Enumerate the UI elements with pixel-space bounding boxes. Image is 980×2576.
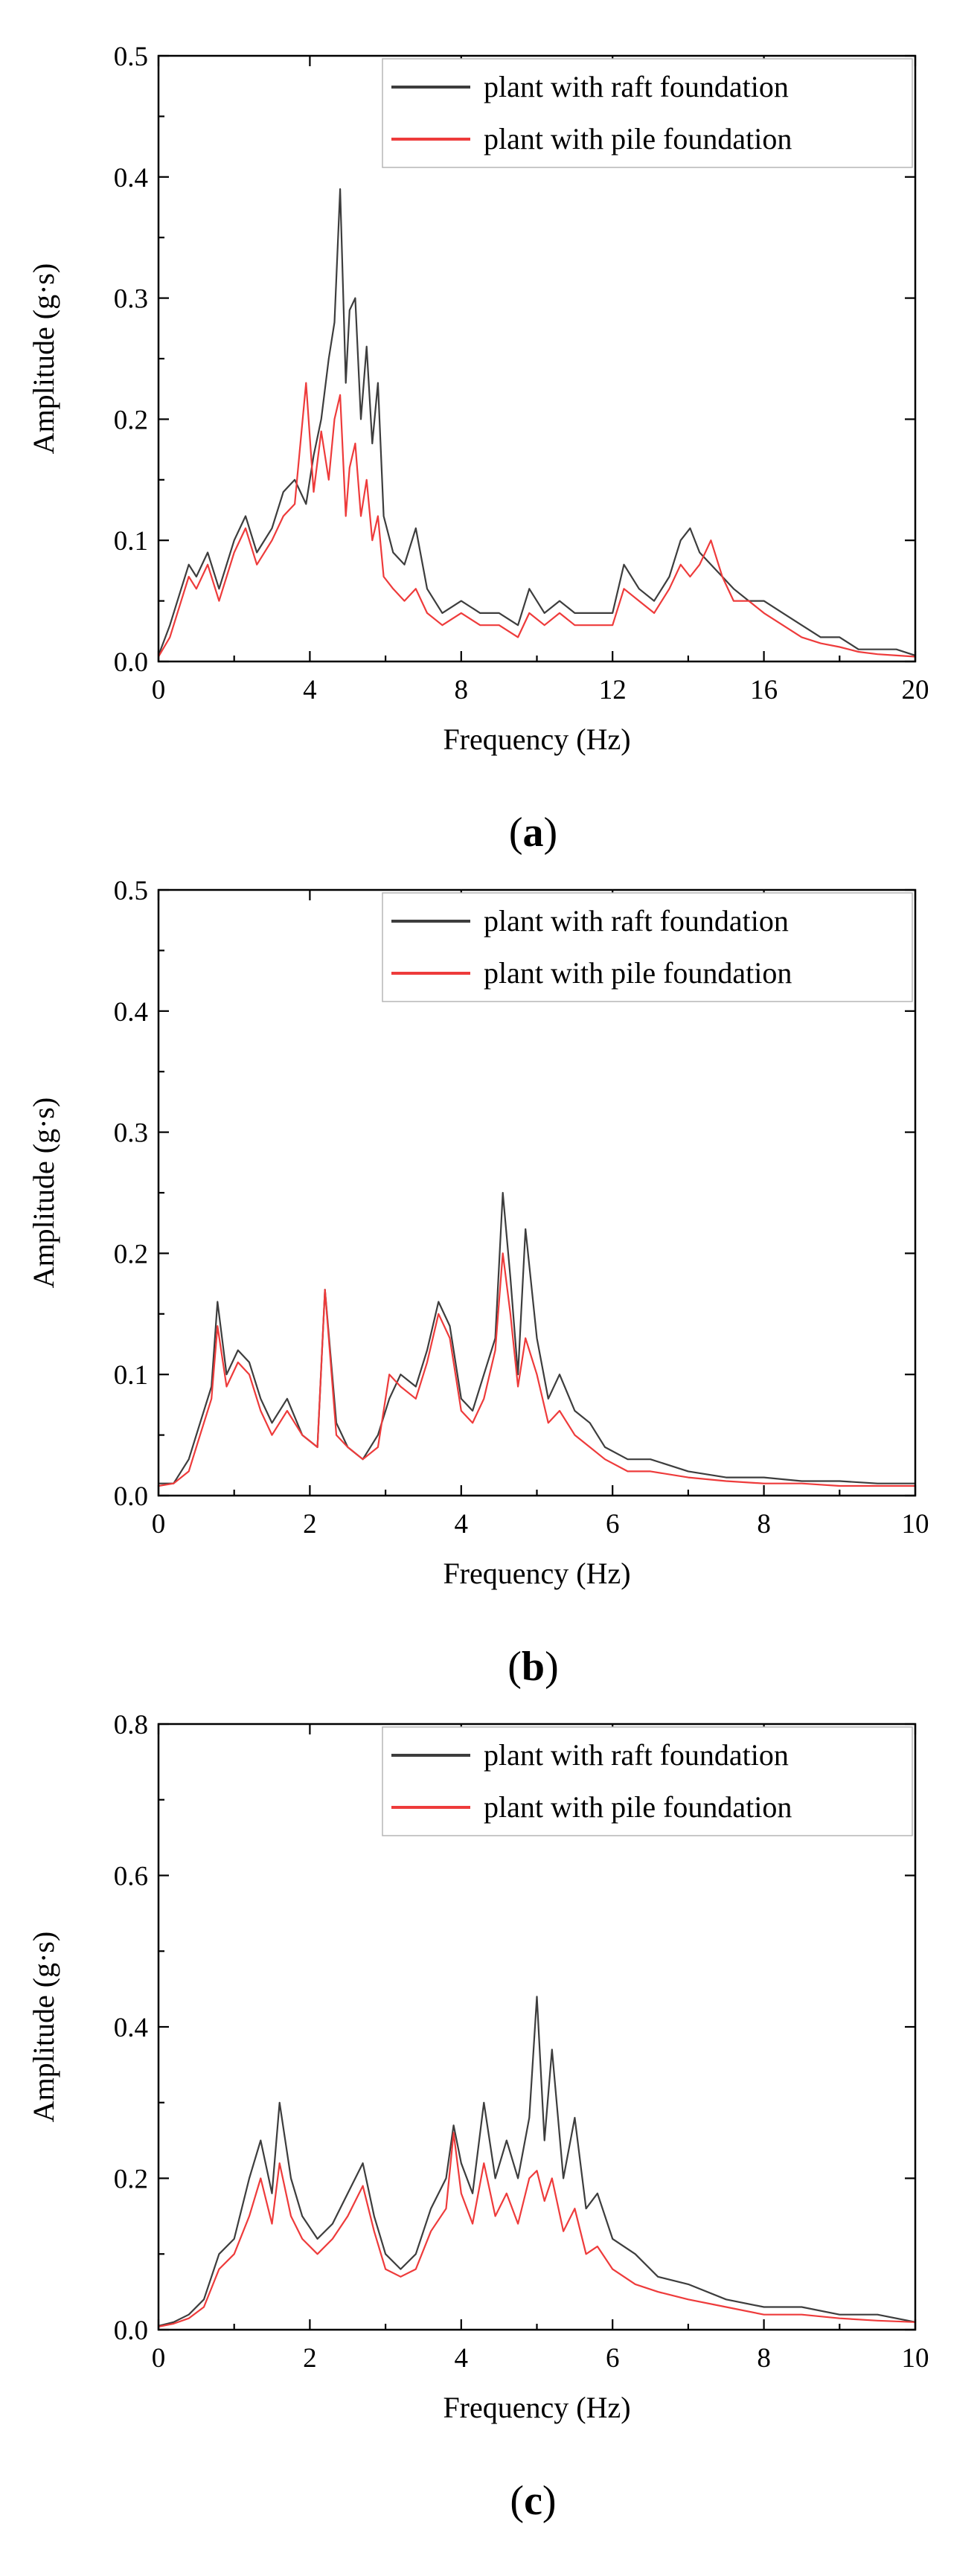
y-tick-label: 0.2: [114, 405, 148, 435]
series-line-pile: [158, 2132, 915, 2327]
series-line-raft: [158, 188, 915, 656]
legend-label-pile: plant with pile foundation: [484, 122, 792, 156]
y-tick-label: 0.6: [114, 1862, 148, 1892]
x-tick-label: 4: [455, 1509, 469, 1539]
y-tick-label: 0.0: [114, 1481, 148, 1512]
y-axis-title: Amplitude (g·s): [27, 1098, 60, 1289]
x-tick-label: 10: [902, 2343, 929, 2374]
x-axis-title: Frequency (Hz): [443, 723, 630, 756]
panel-label: (a): [509, 810, 557, 856]
y-axis-title: Amplitude (g·s): [27, 263, 60, 455]
x-tick-label: 6: [606, 1509, 620, 1539]
legend-label-pile: plant with pile foundation: [484, 1790, 792, 1824]
chart-panel-b: 0 2 4 6 8 10 0.0 0.1 0.2 0.3 0.4 0.5 Frequency (Hz) A…: [27, 876, 929, 1690]
x-tick-label: 0: [152, 675, 166, 705]
series-line-raft: [158, 1191, 915, 1484]
x-tick-label: 8: [455, 675, 469, 705]
x-tick-label: 12: [599, 675, 627, 705]
legend-label-raft: plant with raft foundation: [484, 70, 789, 103]
y-tick-label: 0.1: [114, 1360, 148, 1391]
y-tick-label: 0.2: [114, 2165, 148, 2195]
y-tick-label: 0.1: [114, 526, 148, 557]
y-tick-label: 0.4: [114, 2013, 148, 2043]
panel-label: (c): [510, 2478, 556, 2524]
x-tick-label: 0: [152, 2343, 166, 2374]
chart-panel-c: 0 2 4 6 8 10 0.0 0.2 0.4 0.6 0.8 Frequency (Hz) Ampl…: [27, 1710, 929, 2524]
y-tick-label: 0.4: [114, 163, 148, 193]
x-tick-label: 4: [303, 675, 317, 705]
y-tick-label: 0.5: [114, 876, 148, 906]
x-axis-title: Frequency (Hz): [443, 2391, 630, 2424]
legend-label-raft: plant with raft foundation: [484, 904, 789, 938]
y-tick-label: 0.2: [114, 1239, 148, 1269]
chart-panel-a: 0 4 8 12 16 20 0.0 0.1 0.2 0.3 0.4 0.5 Frequency (Hz…: [27, 42, 929, 856]
x-tick-label: 0: [152, 1509, 166, 1539]
y-tick-label: 0.0: [114, 647, 148, 678]
x-tick-label: 16: [750, 675, 778, 705]
x-tick-label: 2: [303, 2343, 317, 2374]
series-line-pile: [158, 1252, 915, 1487]
x-axis-title: Frequency (Hz): [443, 1557, 630, 1590]
legend-box: [382, 892, 913, 1002]
legend-label-raft: plant with raft foundation: [484, 1738, 789, 1772]
x-tick-label: 4: [455, 2343, 469, 2374]
legend-box: [382, 58, 913, 168]
y-tick-label: 0.4: [114, 997, 148, 1028]
panel-letter: b: [522, 1644, 545, 1690]
y-tick-label: 0.8: [114, 1710, 148, 1740]
panel-letter: a: [523, 810, 544, 856]
panel-letter: c: [524, 2478, 542, 2524]
y-tick-label: 0.5: [114, 42, 148, 72]
legend-box: [382, 1726, 913, 1836]
y-tick-label: 0.3: [114, 284, 148, 315]
x-tick-label: 6: [606, 2343, 620, 2374]
y-tick-label: 0.0: [114, 2316, 148, 2346]
legend-label-pile: plant with pile foundation: [484, 956, 792, 990]
panel-label: (b): [507, 1644, 558, 1690]
series-line-pile: [158, 382, 915, 658]
x-tick-label: 8: [757, 1509, 771, 1539]
y-axis-title: Amplitude (g·s): [27, 1932, 60, 2123]
x-tick-label: 20: [902, 675, 929, 705]
x-tick-label: 2: [303, 1509, 317, 1539]
x-tick-label: 8: [757, 2343, 771, 2374]
series-line-raft: [158, 1996, 915, 2327]
x-tick-label: 10: [902, 1509, 929, 1539]
y-tick-label: 0.3: [114, 1118, 148, 1149]
